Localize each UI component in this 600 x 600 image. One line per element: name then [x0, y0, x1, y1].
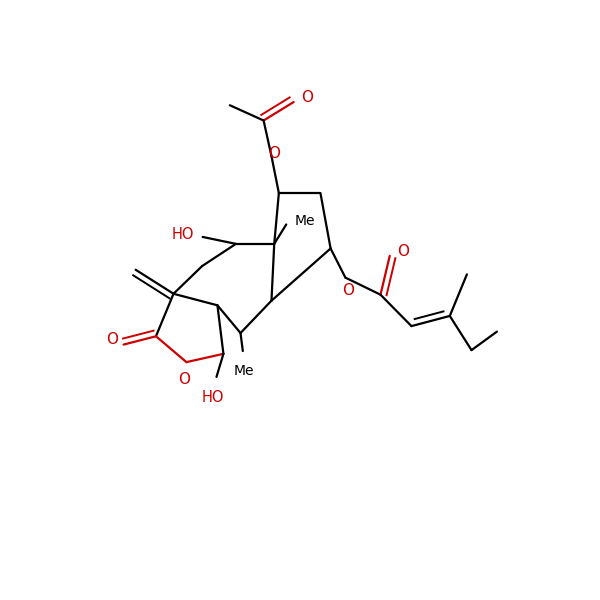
Text: Me: Me — [295, 214, 315, 228]
Text: O: O — [178, 372, 190, 387]
Text: O: O — [302, 90, 314, 105]
Text: O: O — [106, 332, 118, 347]
Text: HO: HO — [172, 227, 194, 242]
Text: HO: HO — [202, 390, 224, 405]
Text: O: O — [268, 146, 280, 161]
Text: Me: Me — [233, 364, 254, 378]
Text: O: O — [397, 244, 409, 259]
Text: O: O — [341, 283, 353, 298]
